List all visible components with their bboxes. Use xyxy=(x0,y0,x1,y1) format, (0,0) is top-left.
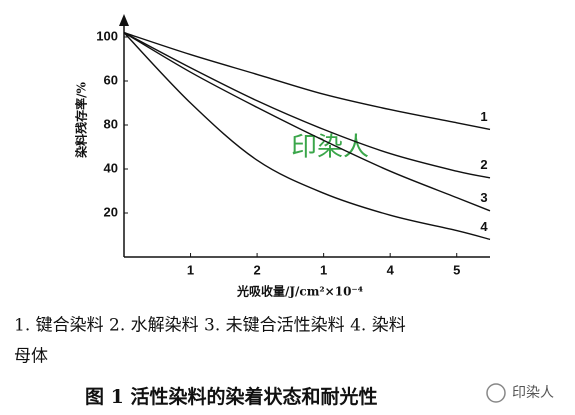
y-tick-label: 100 xyxy=(96,28,118,43)
line-series xyxy=(123,31,491,179)
watermark: 印染人 xyxy=(291,133,369,163)
y-tick-label: 20 xyxy=(104,204,118,219)
x-axis-label: 光吸收量/J/cm²×10⁻⁴ xyxy=(236,284,363,299)
y-tick-label: 60 xyxy=(104,72,118,87)
series-label: 2 xyxy=(480,157,487,172)
x-tick-label: 1 xyxy=(320,262,327,277)
caption-line: 1. 键合染料 2. 水解染料 3. 未键合活性染料 4. 染料 xyxy=(14,316,406,336)
y-tick-label: 40 xyxy=(104,160,118,175)
logo-icon xyxy=(486,383,506,403)
series-label: 1 xyxy=(480,109,487,124)
x-tick-label: 2 xyxy=(253,262,260,277)
logo-text: 印染人 xyxy=(512,385,554,401)
caption-line: 母体 xyxy=(14,347,48,367)
line-series xyxy=(123,32,491,241)
y-axis-label: 染料残存率/% xyxy=(74,82,89,159)
series-label: 3 xyxy=(480,190,487,205)
x-tick-label: 5 xyxy=(453,262,460,277)
line-series xyxy=(123,31,491,212)
y-axis-arrow xyxy=(119,14,129,26)
series-label: 4 xyxy=(480,219,488,234)
line-series xyxy=(123,31,491,131)
x-tick-label: 4 xyxy=(387,262,395,277)
x-tick-label: 1 xyxy=(187,262,194,277)
figure-title: 图 1 活性染料的染着状态和耐光性 xyxy=(85,385,377,408)
y-tick-label: 80 xyxy=(104,116,118,131)
